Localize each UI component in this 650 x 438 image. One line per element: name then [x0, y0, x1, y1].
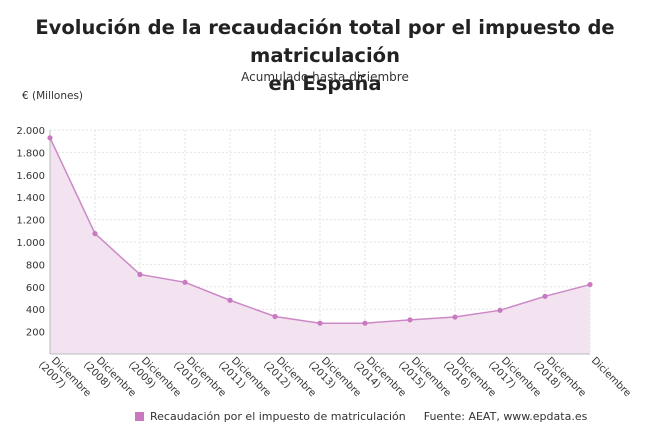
x-tick-label: Diciembre(2015) — [396, 351, 453, 408]
data-point — [182, 279, 188, 285]
data-point — [47, 135, 53, 141]
x-tick-label: Diciembre(2009) — [126, 351, 183, 408]
data-point — [452, 314, 458, 320]
legend-swatch — [135, 412, 144, 421]
x-tick-labels: Diciembre(2007) Diciembre(2008) Diciembre(… — [36, 351, 633, 408]
axes — [49, 130, 590, 355]
x-tick-label: Diciembre(2018) — [531, 351, 588, 408]
data-points — [47, 135, 593, 326]
data-point — [587, 281, 593, 288]
x-tick-label: Diciembre(2016) — [441, 351, 498, 408]
y-tick-label: 400 — [26, 305, 45, 316]
y-tick-label: 2.000 — [16, 126, 45, 137]
data-point — [362, 320, 368, 326]
y-tick-label: 200 — [26, 328, 45, 339]
x-tick-label: Diciembre(2011) — [216, 351, 273, 408]
x-tick-label: Diciembre(2008) — [81, 351, 138, 408]
data-point — [497, 307, 503, 313]
chart-title: Evolución de la recaudación total por el… — [0, 14, 650, 98]
data-point — [227, 297, 233, 303]
source-note: Fuente: AEAT, www.epdata.es — [423, 410, 588, 423]
chart-subtitle: Acumulado hasta diciembre — [241, 70, 409, 84]
y-tick-labels: 200 400 600 800 1.000 1.200 1.400 1.600 1.800 2.0… — [16, 126, 45, 339]
chart-legend: Recaudación por el impuesto de matricula… — [135, 410, 587, 423]
chart-title-line-1: Evolución de la recaudación total por el… — [35, 16, 615, 67]
x-tick-label: Diciembre(2014) — [351, 351, 408, 408]
data-point — [272, 313, 278, 320]
y-tick-label: 1.600 — [16, 171, 45, 182]
data-point — [407, 317, 413, 323]
x-tick-label: Diciembre(2010) — [171, 351, 228, 408]
data-point — [542, 293, 548, 299]
y-tick-label: 600 — [26, 283, 45, 294]
x-tick-label: Diciembre(2017) — [486, 351, 543, 408]
y-tick-label: 800 — [26, 260, 45, 271]
chart-title-line-2: en España — [268, 72, 382, 95]
legend-label: Recaudación por el impuesto de matricula… — [150, 410, 406, 423]
x-tick-label: Diciembre(2013) — [306, 351, 363, 408]
y-axis-unit-label: € (Millones) — [22, 90, 84, 102]
y-tick-label: 1.400 — [16, 193, 45, 204]
y-tick-label: 1.800 — [16, 148, 45, 159]
y-tick-label: 1.000 — [16, 238, 45, 249]
x-tick-label: Diciembre(2007) — [36, 351, 93, 408]
data-point — [137, 271, 143, 278]
series-area-fill — [50, 137, 590, 354]
x-tick-label: Diciembre — [589, 355, 633, 399]
x-tick-label: Diciembre(2012) — [261, 351, 318, 408]
data-point — [317, 320, 323, 326]
y-tick-label: 1.200 — [16, 216, 45, 227]
data-point — [92, 231, 98, 237]
